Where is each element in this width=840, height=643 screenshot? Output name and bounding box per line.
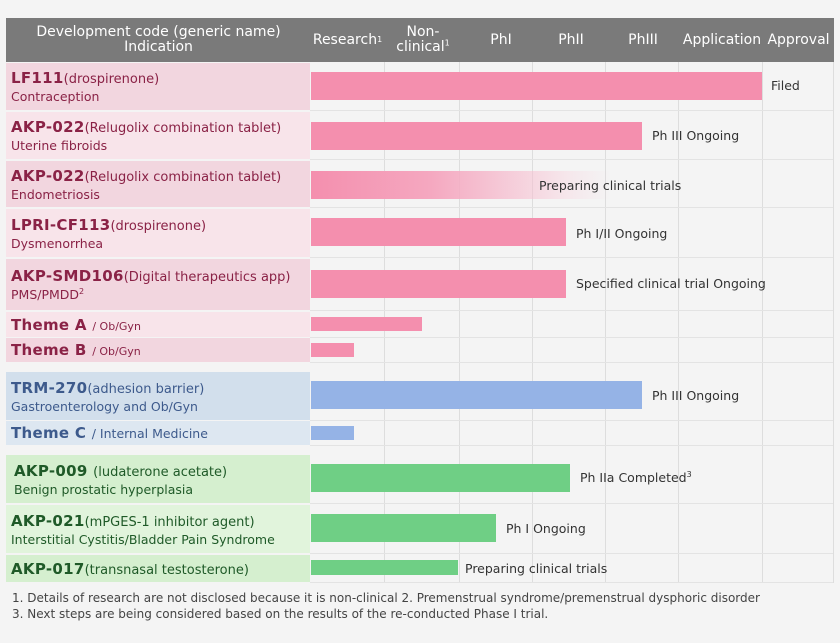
grid-line xyxy=(310,337,833,338)
header-phase1: PhI xyxy=(490,31,512,48)
progress-bar xyxy=(311,171,611,199)
indication: Uterine fibroids xyxy=(11,138,108,153)
pipeline-row-label: AKP-022(Relugolix combination tablet) Ut… xyxy=(6,112,310,159)
development-code: TRM-270(adhesion barrier) xyxy=(11,378,205,397)
indication: Gastroenterology and Ob/Gyn xyxy=(11,398,198,414)
theme-name: Theme C / Internal Medicine xyxy=(11,424,208,442)
header-approval: Approval xyxy=(767,31,830,48)
grid-line xyxy=(310,159,833,160)
progress-bar xyxy=(311,122,642,150)
grid-line xyxy=(532,62,533,583)
grid-line xyxy=(310,310,833,311)
theme-name: Theme A / Ob/Gyn xyxy=(11,315,141,334)
progress-bar xyxy=(311,464,570,492)
progress-bar xyxy=(311,317,422,331)
development-code: AKP-009 (ludaterone acetate) xyxy=(14,461,228,480)
header-code-indication: Development code (generic name) Indicati… xyxy=(6,18,311,62)
status-label: Ph III Ongoing xyxy=(652,128,740,143)
development-code: AKP-SMD106(Digital therapeutics app) xyxy=(11,267,291,285)
indication: Endometriosis xyxy=(11,186,100,202)
theme-name: Theme B / Ob/Gyn xyxy=(11,341,141,359)
development-code: AKP-017(transnasal testosterone) xyxy=(11,559,249,578)
pipeline-row-label: AKP-021(mPGES-1 inhibitor agent) Interst… xyxy=(6,505,310,553)
progress-bar xyxy=(311,426,354,440)
grid-line xyxy=(310,582,833,583)
development-code: AKP-022(Relugolix combination tablet) xyxy=(11,118,282,136)
status-label: Preparing clinical trials xyxy=(539,178,682,193)
pipeline-row-label: AKP-SMD106(Digital therapeutics app) PMS… xyxy=(6,259,310,310)
indication: Interstitial Cystitis/Bladder Pain Syndr… xyxy=(11,531,275,547)
grid-line xyxy=(310,110,833,111)
development-code: LPRI-CF113(drospirenone) xyxy=(11,215,207,234)
grid-line xyxy=(310,257,833,258)
status-label: Filed xyxy=(771,78,800,93)
pipeline-row-label: AKP-017(transnasal testosterone) xyxy=(6,555,310,582)
grid-line xyxy=(678,62,679,583)
pipeline-row-label: Theme B / Ob/Gyn xyxy=(6,338,310,362)
grid-line xyxy=(310,362,833,363)
development-code: AKP-022(Relugolix combination tablet) xyxy=(11,166,282,185)
indication: Dysmenorrhea xyxy=(11,235,104,251)
pipeline-header: Development code (generic name) Indicati… xyxy=(6,18,834,62)
progress-bar xyxy=(311,381,642,409)
progress-bar xyxy=(311,72,762,100)
grid-line xyxy=(605,62,606,583)
header-phase3: PhIII xyxy=(628,31,658,48)
status-label: Ph I/II Ongoing xyxy=(576,226,668,241)
status-label: Specified clinical trial Ongoing xyxy=(576,276,766,291)
status-label: Ph III Ongoing xyxy=(652,388,740,403)
pipeline-row-label: Theme A / Ob/Gyn xyxy=(6,312,310,337)
grid-line xyxy=(310,420,833,421)
pipeline-row-label: TRM-270(adhesion barrier) Gastroenterolo… xyxy=(6,372,310,420)
pipeline-row-label: AKP-009 (ludaterone acetate) Benign pros… xyxy=(6,455,310,503)
pipeline-row-label: LF111(drospirenone) Contraception xyxy=(6,63,310,110)
pipeline-row-label: AKP-022(Relugolix combination tablet) En… xyxy=(6,161,310,207)
grid-line xyxy=(310,207,833,208)
development-code: AKP-021(mPGES-1 inhibitor agent) xyxy=(11,511,255,530)
indication: Contraception xyxy=(11,89,100,104)
header-nonclinical: Non- clinical1 xyxy=(396,24,450,55)
grid-line xyxy=(459,62,460,583)
status-label: Ph IIa Completed3 xyxy=(580,469,692,485)
development-code: LF111(drospirenone) xyxy=(11,69,160,87)
grid-line xyxy=(833,62,834,583)
progress-bar xyxy=(311,560,458,575)
header-application: Application xyxy=(682,31,762,48)
header-code-label: Development code (generic name) xyxy=(36,24,281,40)
pipeline-row-label: Theme C / Internal Medicine xyxy=(6,421,310,445)
header-research: Research 1 xyxy=(312,31,383,48)
indication: Benign prostatic hyperplasia xyxy=(14,481,194,497)
progress-bar xyxy=(311,343,354,357)
pipeline-row-label: LPRI-CF113(drospirenone) Dysmenorrhea xyxy=(6,209,310,257)
progress-bar xyxy=(311,218,566,246)
grid-line xyxy=(762,62,763,583)
grid-line xyxy=(310,503,833,504)
footnote: 1. Details of research are not disclosed… xyxy=(12,591,760,605)
header-indication-label: Indication xyxy=(124,39,193,55)
indication: PMS/PMDD2 xyxy=(11,286,85,302)
grid-line xyxy=(310,445,833,446)
progress-bar xyxy=(311,514,496,542)
status-label: Ph I Ongoing xyxy=(506,521,586,536)
header-phase2: PhII xyxy=(558,31,584,48)
grid-line xyxy=(310,553,833,554)
footnote: 3. Next steps are being considered based… xyxy=(12,607,549,621)
status-label: Preparing clinical trials xyxy=(465,561,608,576)
progress-bar xyxy=(311,270,566,298)
